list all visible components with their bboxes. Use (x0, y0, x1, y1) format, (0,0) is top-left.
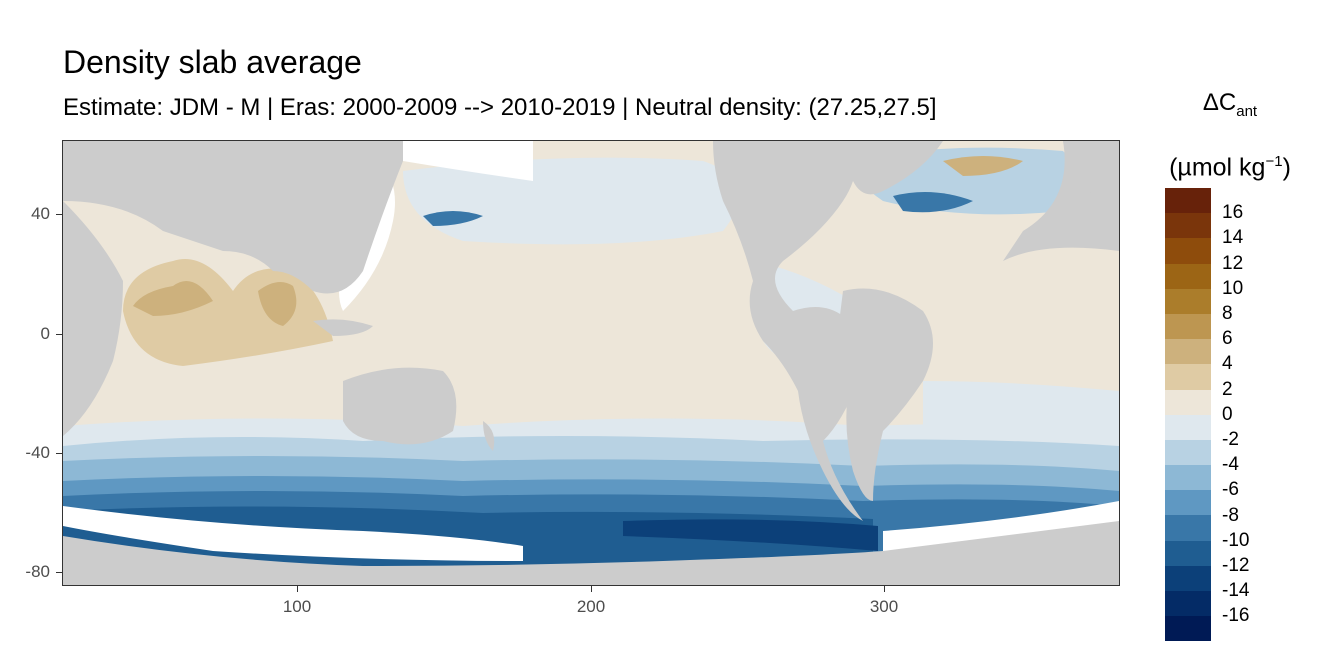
land-eurasia (63, 141, 403, 294)
legend-title: ΔCant (µmol kg−1) (1155, 88, 1305, 182)
chart-subtitle: Estimate: JDM - M | Eras: 2000-2009 --> … (63, 94, 937, 121)
legend-break-label: 2 (1222, 378, 1233, 400)
legend-break-label: -6 (1222, 479, 1239, 501)
x-tick-300 (884, 586, 885, 592)
no-data-north-strip (403, 141, 533, 181)
legend-swatch (1165, 288, 1211, 314)
legend-break-label: 8 (1222, 303, 1233, 324)
land-australia (343, 367, 457, 445)
y-tick-label-neg80: -80 (25, 562, 50, 581)
land-antarctica (63, 521, 1119, 585)
legend-break-label: 4 (1222, 353, 1233, 375)
legend-swatch (1165, 591, 1211, 617)
legend-break-label: 16 (1222, 202, 1244, 224)
legend-swatch (1165, 515, 1211, 541)
north-atlantic-positive (943, 156, 1023, 176)
legend-swatch (1165, 364, 1211, 390)
legend-break-label: -16 (1222, 605, 1250, 627)
land-north-america-east (853, 141, 943, 195)
legend-symbol: ΔC (1202, 89, 1237, 116)
y-tick-0 (56, 334, 62, 335)
north-pacific-band (403, 157, 739, 245)
legend-subscript: ant (1236, 102, 1258, 120)
x-tick-label-100: 100 (282, 597, 312, 616)
x-tick-label-200: 200 (576, 597, 606, 616)
legend-break-label: 6 (1222, 328, 1233, 350)
y-tick-neg40 (56, 453, 62, 454)
x-tick-200 (591, 586, 592, 592)
legend-colorbar (1165, 188, 1211, 642)
southern-band-7 (623, 519, 878, 551)
legend-swatch (1165, 188, 1211, 214)
north-atlantic-negative (893, 192, 973, 213)
legend-break-label: -2 (1222, 429, 1239, 450)
arabian-sea-positive (133, 281, 213, 316)
y-tick-label-neg40: -40 (25, 443, 50, 462)
no-data-antarctic-left (63, 506, 523, 561)
legend-break-label: 14 (1222, 227, 1244, 249)
legend-swatch (1165, 238, 1211, 264)
legend-swatch (1165, 414, 1211, 440)
legend-swatch (1165, 465, 1211, 491)
legend-swatch (1165, 389, 1211, 415)
legend-break-label: 10 (1222, 277, 1244, 299)
legend-swatch (1165, 339, 1211, 365)
legend-swatch (1165, 616, 1211, 642)
legend-swatch (1165, 540, 1211, 566)
y-tick-40 (56, 214, 62, 215)
map-panel (62, 140, 1120, 586)
legend-break-label: -10 (1222, 529, 1250, 551)
legend-break-label: -4 (1222, 454, 1239, 476)
legend-swatch (1165, 565, 1211, 591)
legend-break-label: -12 (1222, 555, 1250, 576)
map-svg (63, 141, 1119, 585)
chart-title: Density slab average (63, 44, 362, 80)
legend-unit-suffix: ) (1282, 153, 1291, 182)
land-south-america (836, 288, 933, 501)
north-pacific-negative (423, 211, 483, 226)
legend-break-label: 0 (1222, 403, 1233, 425)
y-tick-neg80 (56, 572, 62, 573)
bay-of-bengal-positive (258, 282, 297, 326)
land-indonesia (313, 319, 373, 336)
legend-swatch (1165, 490, 1211, 516)
land-new-zealand (483, 421, 495, 451)
legend-swatch (1165, 313, 1211, 340)
x-tick-label-300: 300 (869, 597, 899, 616)
legend-swatch (1165, 263, 1211, 289)
land-americas (713, 141, 863, 521)
land-masses (63, 141, 1119, 585)
x-tick-100 (297, 586, 298, 592)
land-africa (63, 201, 123, 436)
land-greenland (1063, 141, 1119, 195)
legend-break-label: 12 (1222, 252, 1244, 274)
y-tick-label-40: 40 (31, 204, 50, 223)
legend-unit: (µmol kg−1) (1155, 147, 1305, 182)
legend-break-label: -14 (1222, 580, 1250, 602)
legend-break-label: -8 (1222, 504, 1239, 526)
legend-unit-exp: −1 (1265, 152, 1283, 170)
legend-swatch (1165, 213, 1211, 239)
legend-unit-prefix: (µmol kg (1169, 153, 1266, 182)
legend-swatch (1165, 439, 1211, 466)
y-tick-label-0: 0 (40, 324, 50, 343)
